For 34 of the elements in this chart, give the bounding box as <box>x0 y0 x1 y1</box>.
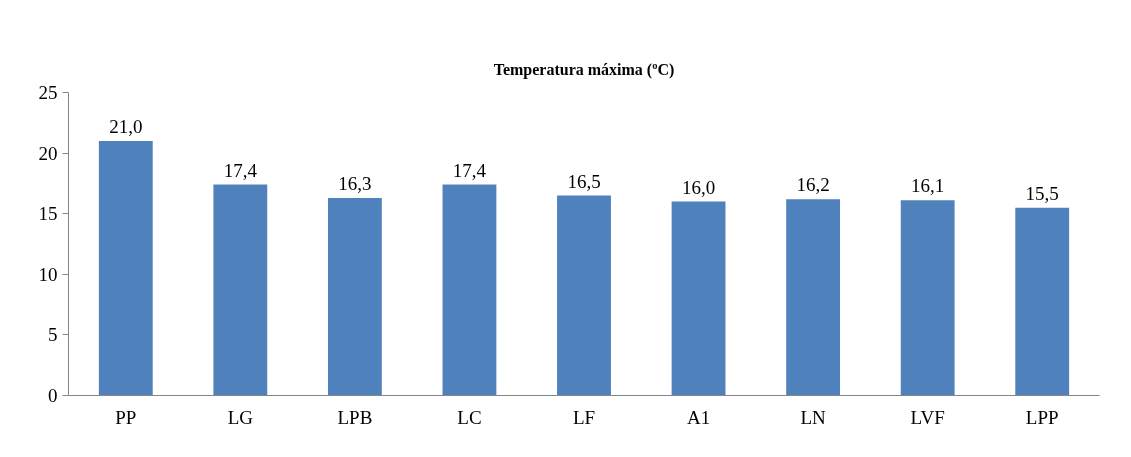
x-tick-label: LF <box>572 406 596 428</box>
data-label: 17,4 <box>223 159 258 181</box>
data-label: 15,5 <box>1025 182 1059 204</box>
data-label: 16,2 <box>796 174 830 196</box>
x-tick-label: LG <box>227 406 254 428</box>
data-label: 16,1 <box>911 175 945 197</box>
bar <box>327 197 382 396</box>
chart-title: Temperatura máxima (ºC) <box>493 60 675 79</box>
x-tick-label: LC <box>457 406 482 428</box>
bar <box>786 199 841 396</box>
bar <box>213 184 268 396</box>
bar <box>442 184 497 396</box>
data-label: 17,4 <box>452 159 487 181</box>
x-tick-label: LPP <box>1025 406 1059 428</box>
data-label: 21,0 <box>109 115 143 137</box>
x-tick-label: A1 <box>686 406 711 428</box>
y-tick-label: 10 <box>38 263 58 285</box>
y-tick-label: 5 <box>48 324 58 346</box>
y-tick-label: 15 <box>38 203 58 225</box>
x-tick-label: LVF <box>910 406 945 428</box>
data-label: 16,0 <box>681 176 716 198</box>
x-tick-label: LN <box>800 406 827 428</box>
y-tick-label: 20 <box>38 142 58 164</box>
data-label: 16,5 <box>567 170 601 192</box>
bar <box>671 201 726 396</box>
y-tick-label: 0 <box>48 385 58 406</box>
data-label: 16,3 <box>338 172 372 194</box>
bar <box>1015 207 1070 396</box>
bar <box>557 195 611 396</box>
bar <box>98 140 153 396</box>
bar <box>900 200 955 396</box>
x-tick-label: LPB <box>337 406 373 428</box>
y-tick-label: 25 <box>38 82 58 103</box>
x-tick-label: PP <box>115 406 137 428</box>
